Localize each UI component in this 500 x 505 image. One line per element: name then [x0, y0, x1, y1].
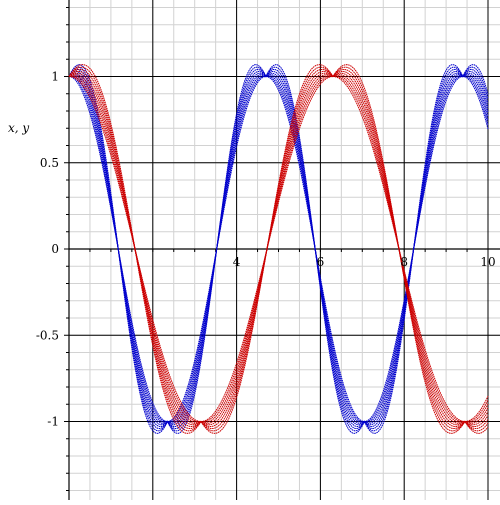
ticks	[64, 7, 489, 491]
x-tick-label: 10	[480, 255, 495, 269]
labels: 1 0.5 0 -0.5 -1 4 6 8 10	[36, 70, 496, 429]
y-tick-label: -0.5	[36, 328, 59, 342]
y-tick-label: 0	[51, 242, 59, 256]
y-tick-label: -1	[47, 415, 59, 429]
x-tick-label: 4	[233, 255, 241, 269]
series-red-curve-4	[68, 72, 489, 426]
series-blue-curve-6	[68, 68, 489, 430]
series	[68, 64, 489, 434]
series-red-curve-6	[68, 68, 489, 430]
series-red-curve-2	[68, 75, 489, 423]
grid-major	[69, 0, 500, 500]
series-blue-curve-4	[68, 72, 489, 426]
y-tick-label: 0.5	[40, 156, 59, 170]
x-tick-label: 6	[317, 255, 325, 269]
y-axis-label: x, y	[8, 121, 29, 135]
series-red-curve-5	[68, 70, 489, 428]
x-tick-label: 8	[400, 255, 408, 269]
y-tick-label: 1	[51, 70, 59, 84]
series-red-curve-8	[68, 64, 489, 434]
series-blue-curve-8	[68, 64, 489, 434]
axes	[68, 0, 500, 500]
grid-minor	[68, 0, 500, 500]
